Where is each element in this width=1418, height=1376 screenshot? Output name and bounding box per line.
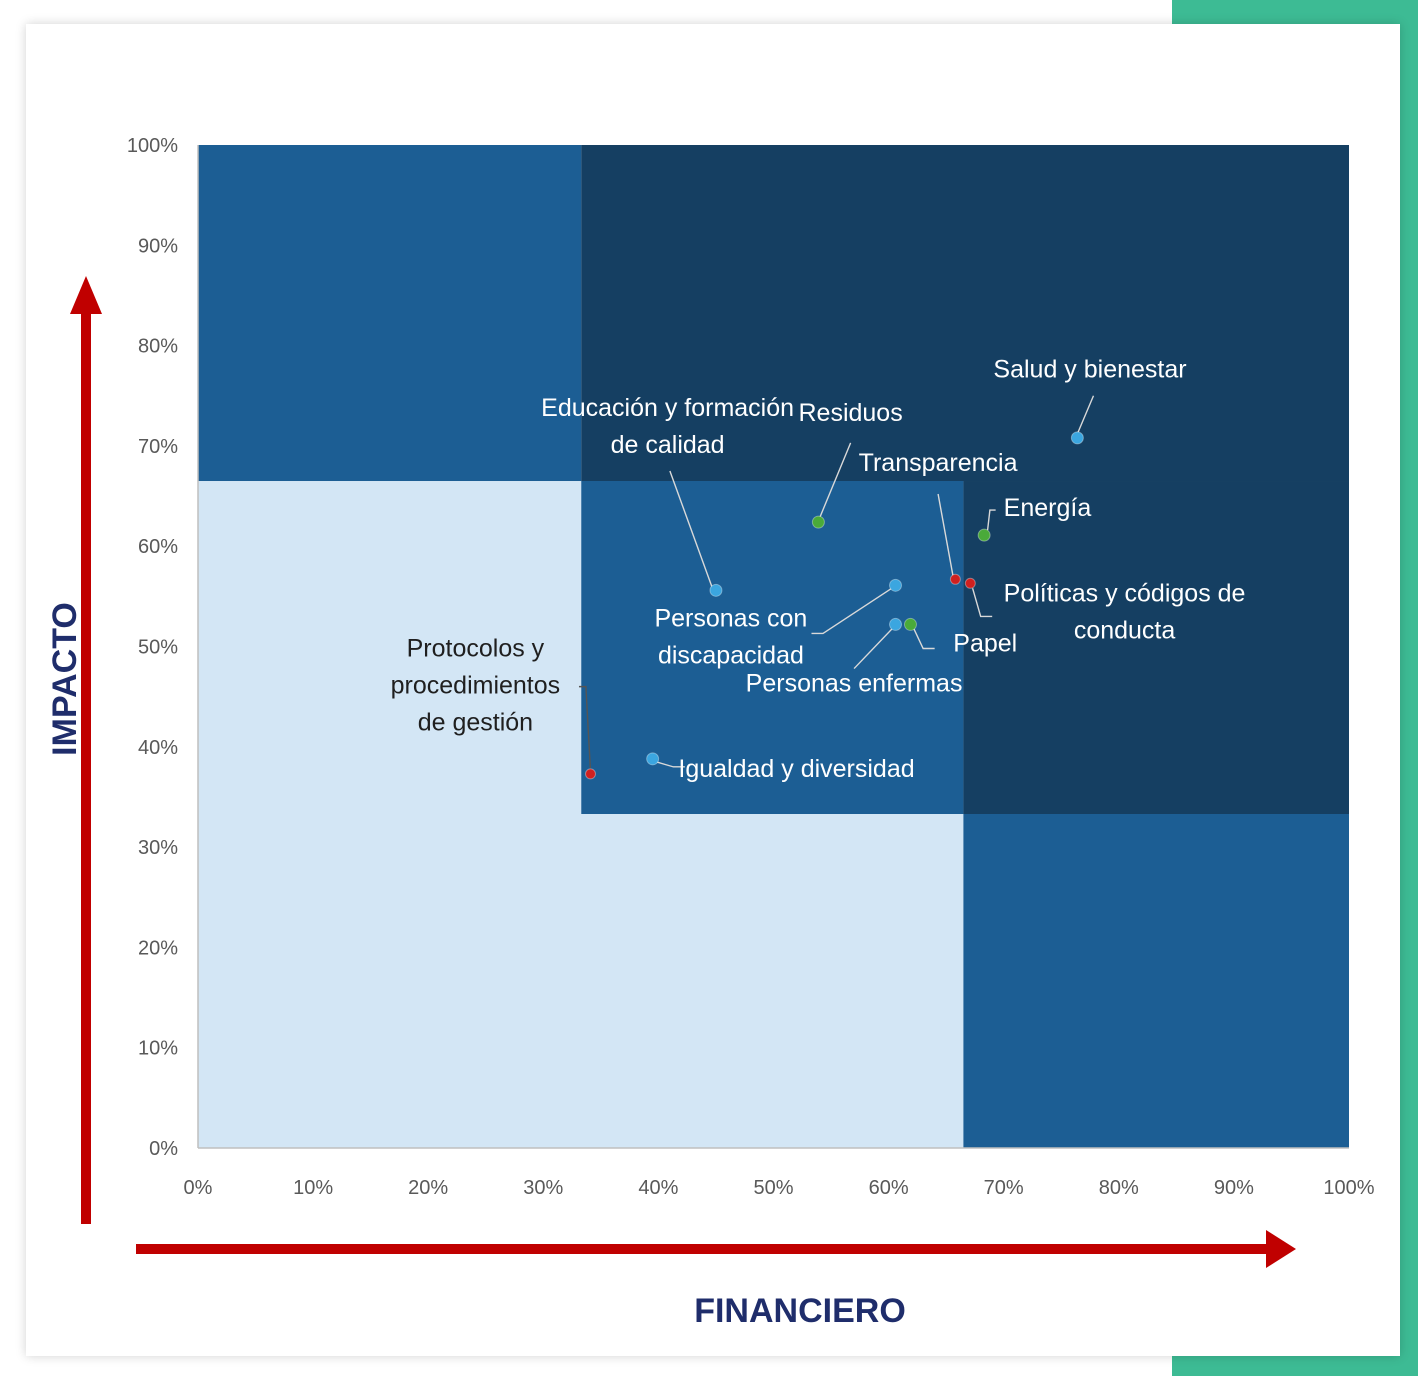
region-medio-derecho bbox=[963, 814, 1349, 1148]
y-tick-labels: 0% 10% 20% 30% 40% 50% 60% 70% 80% 90% 100% bbox=[127, 135, 178, 1160]
point-label: Energía bbox=[1004, 494, 1092, 522]
x-tick-label: 10% bbox=[293, 1177, 333, 1199]
data-point bbox=[977, 528, 991, 542]
y-tick-label: 20% bbox=[138, 937, 178, 959]
point-label: procedimientos bbox=[391, 672, 561, 700]
quadrant-regions bbox=[198, 145, 1349, 1148]
point-label: Igualdad y diversidad bbox=[678, 755, 914, 783]
data-point bbox=[1070, 431, 1084, 445]
leader-line bbox=[971, 588, 993, 618]
data-point bbox=[889, 617, 903, 631]
point-label: Salud y bienestar bbox=[993, 356, 1186, 384]
x-tick-label: 80% bbox=[1099, 1177, 1139, 1199]
region-medio-superior bbox=[198, 145, 582, 482]
accent-bar-top bbox=[1172, 0, 1418, 24]
y-tick-label: 30% bbox=[138, 837, 178, 859]
point-label: Protocolos y bbox=[407, 635, 545, 663]
point-label: de gestión bbox=[418, 709, 533, 737]
point-label: Educación y formación bbox=[541, 394, 794, 422]
leader-line bbox=[578, 685, 592, 771]
point-label: Personas con bbox=[654, 604, 807, 632]
point-label: Personas enfermas bbox=[746, 670, 963, 698]
leader-line bbox=[853, 625, 895, 670]
region-alto-derecho bbox=[963, 481, 1349, 815]
point-label: Residuos bbox=[798, 399, 902, 427]
point-label: conducta bbox=[1074, 616, 1176, 644]
x-tick-label: 60% bbox=[869, 1177, 909, 1199]
leader-line bbox=[811, 586, 894, 635]
data-point bbox=[949, 573, 961, 585]
chart-card: 0% 10% 20% 30% 40% 50% 60% 70% 80% 90% 100% 0% 10% 2… bbox=[26, 24, 1400, 1356]
data-point bbox=[903, 617, 917, 631]
x-tick-label: 50% bbox=[753, 1177, 793, 1199]
region-alto-superior bbox=[581, 145, 1349, 482]
x-tick-label: 100% bbox=[1323, 1177, 1374, 1199]
y-tick-label: 90% bbox=[138, 235, 178, 257]
data-point bbox=[646, 752, 660, 766]
data-point bbox=[964, 577, 976, 589]
point-labels: Salud y bienestar Educación y formación de… bbox=[391, 356, 1246, 783]
data-point bbox=[584, 768, 596, 780]
point-label: Políticas y códigos de bbox=[1004, 579, 1246, 607]
x-tick-label: 70% bbox=[984, 1177, 1024, 1199]
x-tick-label: 90% bbox=[1214, 1177, 1254, 1199]
x-tick-label: 30% bbox=[523, 1177, 563, 1199]
point-label: Transparencia bbox=[859, 449, 1018, 477]
accent-bar-bottom bbox=[1172, 1356, 1418, 1376]
axis-lines bbox=[197, 145, 1349, 1149]
x-tick-labels: 0% 10% 20% 30% 40% 50% 60% 70% 80% 90% 100% bbox=[184, 1177, 1375, 1199]
x-axis-arrow bbox=[136, 1230, 1296, 1268]
materiality-chart: 0% 10% 20% 30% 40% 50% 60% 70% 80% 90% 100% 0% 10% 2… bbox=[46, 135, 1375, 1330]
leader-line bbox=[818, 442, 852, 519]
x-tick-label: 0% bbox=[184, 1177, 213, 1199]
point-label: de calidad bbox=[611, 431, 725, 459]
y-tick-label: 70% bbox=[138, 436, 178, 458]
x-axis-title: FINANCIERO bbox=[694, 1292, 906, 1330]
y-tick-label: 40% bbox=[138, 737, 178, 759]
leader-line bbox=[912, 626, 935, 650]
y-tick-label: 60% bbox=[138, 536, 178, 558]
data-point bbox=[709, 583, 723, 597]
y-tick-label: 100% bbox=[127, 135, 178, 157]
x-tick-label: 40% bbox=[638, 1177, 678, 1199]
y-tick-label: 80% bbox=[138, 336, 178, 358]
leader-line bbox=[669, 470, 714, 589]
leader-lines bbox=[578, 395, 1095, 771]
point-label: Papel bbox=[953, 630, 1017, 658]
y-axis-arrow bbox=[70, 276, 102, 1224]
accent-bar-right bbox=[1400, 0, 1418, 1376]
x-tick-label: 20% bbox=[408, 1177, 448, 1199]
leader-line bbox=[1076, 395, 1095, 435]
y-tick-label: 0% bbox=[149, 1138, 178, 1160]
data-point bbox=[889, 578, 903, 592]
y-axis-title: IMPACTO bbox=[46, 602, 84, 756]
leader-line bbox=[937, 493, 954, 577]
region-medio-centro bbox=[581, 481, 964, 815]
point-label: discapacidad bbox=[658, 641, 804, 669]
y-tick-label: 50% bbox=[138, 637, 178, 659]
data-point bbox=[811, 515, 825, 529]
data-points bbox=[584, 431, 1084, 780]
leader-line bbox=[986, 509, 996, 531]
y-tick-label: 10% bbox=[138, 1038, 178, 1060]
leader-line bbox=[655, 761, 685, 768]
